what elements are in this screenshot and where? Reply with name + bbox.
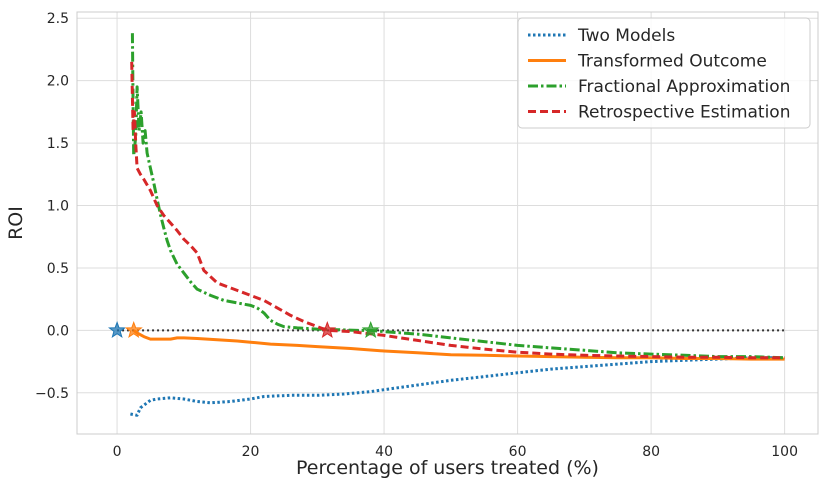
x-tick-label: 100 [771,444,798,460]
star-marker-transformed-outcome [124,320,143,338]
y-tick-label: 2.0 [47,74,69,90]
x-axis-label: Percentage of users treated (%) [296,457,599,479]
y-tick-label: 0.0 [47,323,69,339]
legend-label: Two Models [577,26,675,46]
series-line-fractional-approximation [130,33,785,360]
legend-label: Retrospective Estimation [578,103,790,123]
series-line-transformed-outcome [132,329,785,361]
y-tick-label: 1.5 [47,136,69,152]
y-tick-label: 1.0 [47,199,69,215]
tick-labels: 0 20 40 60 80 100 −0.5 0.0 0.5 1.0 1.5 2.0 2.5 [35,11,798,460]
y-tick-label: −0.5 [35,386,69,402]
series-line-two-models [130,356,785,417]
legend-label: Fractional Approximation [578,77,790,97]
marker-group [108,320,380,338]
x-tick-label: 40 [375,444,393,460]
y-axis-label: ROI [5,206,27,240]
star-marker-retrospective-estimation [318,320,337,338]
y-tick-label: 0.5 [47,261,69,277]
series-line-retrospective-estimation [130,61,785,360]
star-marker-two-models [108,320,127,338]
plot-frame [76,11,819,435]
legend-box [517,17,811,129]
series-group [130,33,785,417]
legend-label: Transformed Outcome [577,52,767,72]
star-marker-fractional-approximation [361,320,380,338]
legend: Two Models Transformed Outcome Fractional … [517,17,811,129]
x-tick-label: 60 [509,444,527,460]
x-tick-label: 20 [242,444,260,460]
y-tick-label: 2.5 [47,11,69,27]
x-tick-label: 0 [113,444,122,460]
x-tick-label: 80 [642,444,660,460]
